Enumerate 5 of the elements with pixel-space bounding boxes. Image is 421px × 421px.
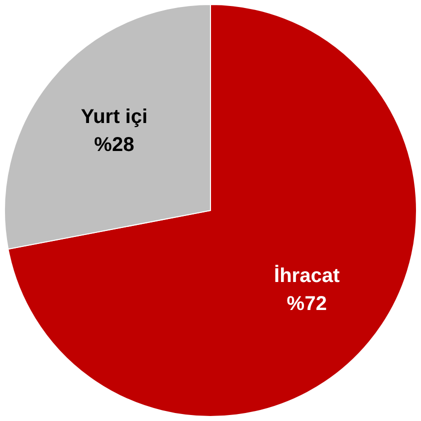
slice-label: Yurt içi (80, 106, 148, 128)
data-label: %72 (286, 293, 327, 316)
pie-slice (8, 4, 417, 417)
slice-label: İhracat (274, 264, 340, 288)
data-label: %28 (94, 134, 134, 156)
